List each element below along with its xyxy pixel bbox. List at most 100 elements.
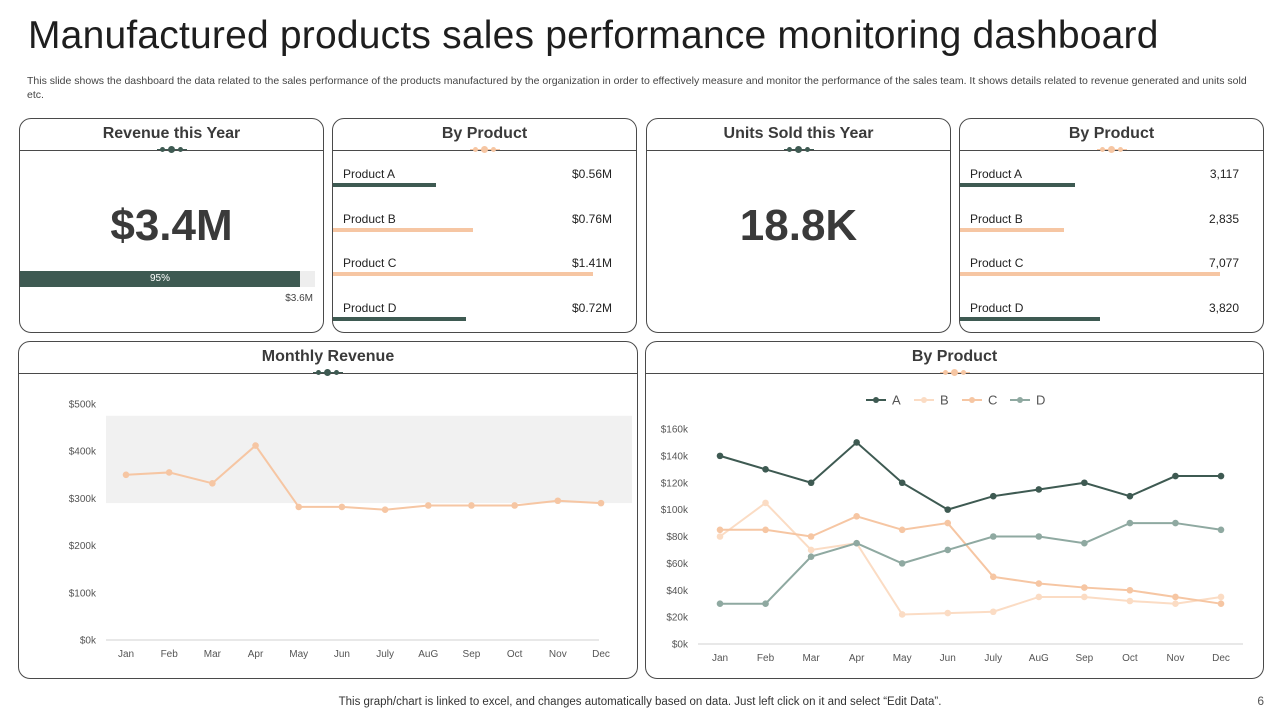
data-point-A <box>1126 492 1134 500</box>
x-tick-label: Sep <box>463 649 481 660</box>
legend-marker-D <box>1017 397 1023 403</box>
units-card-title: Units Sold this Year <box>723 125 874 142</box>
revenue-progress-bar: 95% <box>20 271 315 287</box>
data-point-C <box>762 526 769 534</box>
data-point-D <box>807 553 815 560</box>
data-point-Revenue <box>468 502 475 509</box>
data-point-A <box>853 439 860 446</box>
data-point-A <box>989 492 997 500</box>
product-name: Product D <box>970 300 1024 315</box>
data-point-C <box>1172 593 1179 601</box>
product-bar <box>960 227 1064 232</box>
x-tick-label: May <box>289 649 308 660</box>
data-point-A <box>807 479 815 487</box>
y-tick-label: $60k <box>666 559 689 570</box>
x-tick-label: May <box>893 653 912 664</box>
x-tick-label: AuG <box>418 649 438 660</box>
data-point-D <box>898 560 906 567</box>
y-tick-label: $80k <box>666 532 689 543</box>
data-point-A <box>1035 486 1043 493</box>
data-point-D <box>1081 539 1088 547</box>
product-value: $0.72M <box>571 300 612 315</box>
y-tick-label: $0k <box>672 640 689 651</box>
legend-label-B: B <box>940 393 949 408</box>
product-name: Product C <box>970 256 1024 270</box>
product-row: Product D $0.72M <box>333 291 636 333</box>
data-point-Revenue <box>554 497 562 505</box>
x-tick-label: Nov <box>1167 653 1185 664</box>
data-point-C <box>1126 586 1134 594</box>
x-tick-label: Mar <box>204 649 222 660</box>
data-point-B <box>716 533 724 540</box>
data-point-B <box>807 546 815 554</box>
chart-band <box>106 415 632 504</box>
product-row: Product A 3,117 <box>960 157 1263 201</box>
data-point-C <box>944 519 952 527</box>
x-tick-label: Jan <box>712 653 728 664</box>
product-bar <box>960 316 1100 321</box>
y-tick-label: $100k <box>69 588 97 599</box>
units-card: Units Sold this Year 18.8K <box>646 118 951 333</box>
data-point-C <box>1081 584 1088 591</box>
data-point-Revenue <box>338 503 346 511</box>
x-tick-label: Apr <box>849 653 865 664</box>
data-point-B <box>762 499 769 507</box>
x-tick-label: Apr <box>248 649 264 660</box>
monthly-revenue-chart: $0k $100k $200k $300k $400k $500k Jan Feb Mar Apr… <box>69 400 632 660</box>
data-point-Revenue <box>381 506 389 514</box>
data-point-Revenue <box>252 442 259 449</box>
legend-marker-B <box>921 397 927 403</box>
x-tick-label: Sep <box>1075 653 1093 664</box>
product-trend-title: By Product <box>911 348 998 365</box>
data-point-Revenue <box>295 503 303 511</box>
data-point-D <box>1035 533 1043 540</box>
product-bar <box>333 272 593 276</box>
data-point-D <box>1126 519 1134 527</box>
x-tick-label: Jun <box>940 653 956 664</box>
series-line-D <box>720 522 1222 605</box>
product-name: Product A <box>970 167 1023 181</box>
x-tick-label: Feb <box>757 653 775 664</box>
revenue-by-product-title: By Product <box>441 125 528 142</box>
divider-dots-icon <box>156 146 187 154</box>
data-point-C <box>898 526 906 534</box>
product-bar <box>333 183 436 187</box>
page-number: 6 <box>1257 694 1264 708</box>
data-point-C <box>716 526 724 534</box>
data-point-A <box>716 452 724 460</box>
data-point-Revenue <box>165 469 173 476</box>
legend-marker-A <box>873 397 879 403</box>
page-title: Manufactured products sales performance … <box>28 14 1159 57</box>
x-tick-label: July <box>984 653 1002 664</box>
page-subtitle: This slide shows the dashboard the data … <box>27 75 1247 101</box>
series-line-Revenue <box>125 444 602 511</box>
product-name: Product A <box>343 167 396 181</box>
x-tick-label: Dec <box>1212 653 1230 664</box>
product-value: 3,820 <box>1208 300 1239 315</box>
data-point-Revenue <box>209 479 216 487</box>
product-value: $1.41M <box>571 256 612 270</box>
x-tick-label: Jan <box>118 649 134 660</box>
data-point-D <box>989 533 997 540</box>
data-point-Revenue <box>122 471 130 479</box>
product-row: Product B 2,835 <box>960 202 1263 246</box>
divider-dots-icon <box>313 369 343 377</box>
y-tick-label: $140k <box>661 451 689 462</box>
product-value: $0.76M <box>571 211 612 226</box>
y-tick-label: $20k <box>666 613 689 624</box>
revenue-value: $3.4M <box>110 201 233 250</box>
data-point-B <box>898 611 906 618</box>
x-tick-label: July <box>376 649 394 660</box>
product-name: Product B <box>970 211 1023 226</box>
y-tick-label: $0k <box>80 636 97 647</box>
product-bar <box>960 183 1075 187</box>
y-tick-label: $40k <box>666 586 689 597</box>
series-line-A <box>719 441 1221 511</box>
product-value: 3,117 <box>1209 167 1239 181</box>
units-value: 18.8K <box>739 201 858 250</box>
product-row: Product A $0.56M <box>333 157 636 201</box>
legend-label-D: D <box>1036 393 1045 408</box>
product-row: Product C $1.41M <box>333 246 636 290</box>
data-point-C <box>853 513 860 520</box>
x-tick-label: Feb <box>161 649 179 660</box>
